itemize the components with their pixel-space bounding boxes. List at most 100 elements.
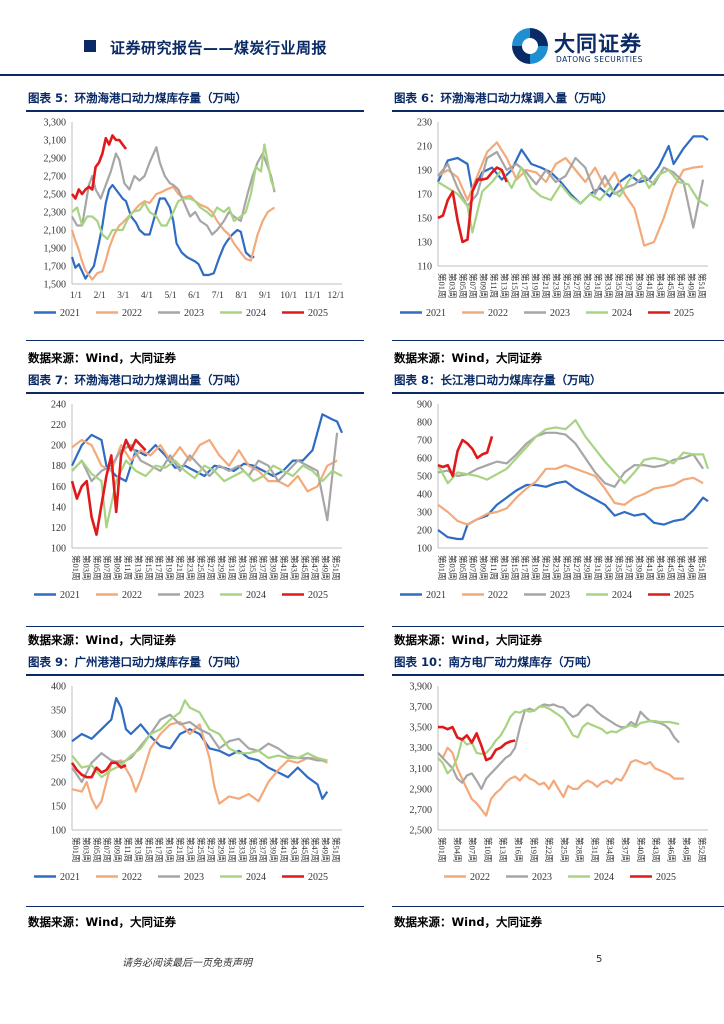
x-tick-label: 第41周 [279,555,289,581]
x-tick-label: 第29周 [583,273,593,299]
series-line-2025 [437,166,508,244]
x-tick-label: 9/1 [259,291,271,301]
series-line-2025 [438,725,516,762]
figure-9-source: 数据来源：Wind，大同证券 [28,915,177,929]
series-line-2024 [71,143,276,241]
figure-10-bottom-rule [392,906,724,907]
y-tick-label: 130 [417,238,432,249]
x-tick-label: 第37周 [624,555,634,581]
figure-5-source: 数据来源：Wind，大同证券 [28,351,177,365]
x-tick-label: 11/1 [304,291,321,301]
x-tick-label: 第37周 [258,837,268,863]
x-tick-label: 7/1 [212,291,224,301]
y-tick-label: 110 [417,262,432,273]
x-tick-label: 第13周 [133,837,143,863]
x-tick-label: 第31周 [593,555,603,581]
x-tick-label: 第33周 [237,837,247,863]
x-tick-label: 第17周 [154,555,164,581]
x-tick-label: 4/1 [141,291,153,301]
legend-label-2021: 2021 [60,872,80,883]
series-line-2022 [70,185,276,281]
x-tick-label: 第17周 [520,555,530,581]
figure-10-title: 图表 10：南方电厂动力煤库存（万吨） [394,655,599,669]
x-tick-label: 6/1 [188,291,200,301]
figure-9-title: 图表 9：广州港港口动力煤库存量（万吨） [28,655,248,669]
y-tick-label: 300 [51,730,66,741]
series-line-2024 [71,459,343,529]
y-tick-label: 2,500 [410,826,433,837]
y-tick-label: 200 [417,526,432,537]
figure-6-title: 图表 6：环渤海港口动力煤调入量（万吨） [394,91,614,105]
x-tick-label: 第49周 [321,837,331,863]
x-tick-label: 第43周 [655,555,665,581]
y-tick-label: 600 [417,454,432,465]
x-tick-label: 第39周 [635,273,645,299]
x-tick-label: 第35周 [614,555,624,581]
y-tick-label: 400 [417,490,432,501]
x-tick-label: 第04周 [452,837,462,863]
x-tick-label: 第03周 [81,837,91,863]
series-line-2021 [437,480,709,541]
x-tick-label: 第01周 [437,837,447,863]
series-line-2024 [437,166,709,234]
y-tick-label: 2,300 [44,208,67,219]
x-tick-label: 第43周 [651,837,661,863]
legend-label-2023: 2023 [184,590,204,601]
x-tick-label: 第27周 [206,837,216,863]
figure-6-bottom-rule [392,340,724,341]
figure-10-chart: 2,500 2,700 2,900 3,100 3,300 3,500 3,700 3,900… [410,682,708,883]
x-tick-label: 第45周 [300,555,310,581]
y-tick-label: 150 [417,214,432,225]
figure-6-source: 数据来源：Wind，大同证券 [394,351,543,365]
x-tick-label: 第23周 [551,555,561,581]
figure-7-title: 图表 7：环渤海港口动力煤调出量（万吨） [28,373,248,387]
y-tick-label: 1,500 [44,280,67,291]
x-tick-label: 第47周 [310,555,320,581]
figure-7-bottom-rule [26,626,364,627]
y-tick-label: 2,100 [44,226,67,237]
x-tick-label: 第43周 [289,837,299,863]
x-tick-label: 第41周 [645,273,655,299]
x-tick-label: 第15周 [510,273,520,299]
x-tick-label: 第43周 [289,555,299,581]
x-tick-label: 第07周 [468,555,478,581]
x-tick-label: 第51周 [697,273,707,299]
x-tick-label: 第49周 [321,555,331,581]
figure-10-title-rule [392,674,724,676]
series-line-2022 [71,720,328,810]
legend-label-2022: 2022 [470,872,490,883]
x-tick-label: 8/1 [235,291,247,301]
series-line-2025 [70,134,128,200]
y-tick-label: 300 [417,508,432,519]
x-tick-label: 第11周 [123,837,133,862]
legend-label-2022: 2022 [122,872,142,883]
legend-label-2025: 2025 [308,308,328,319]
x-tick-label: 第07周 [102,555,112,581]
x-tick-label: 第19周 [529,837,539,863]
x-tick-label: 第21周 [175,837,185,863]
legend-label-2023: 2023 [550,590,570,601]
x-tick-label: 第37周 [258,555,268,581]
y-tick-label: 3,100 [44,136,67,147]
x-tick-label: 第19周 [531,555,541,581]
figure-10-source: 数据来源：Wind，大同证券 [394,915,543,929]
figure-8-source: 数据来源：Wind，大同证券 [394,633,543,647]
y-tick-label: 250 [51,754,66,765]
y-tick-label: 2,900 [410,784,433,795]
legend-label-2023: 2023 [550,308,570,319]
legend-label-2022: 2022 [488,590,508,601]
legend-label-2023: 2023 [184,872,204,883]
x-tick-label: 第11周 [489,555,499,580]
x-tick-label: 第07周 [102,837,112,863]
x-tick-label: 第49周 [687,273,697,299]
figure-9-bottom-rule [26,906,364,907]
y-tick-label: 1,900 [44,244,67,255]
x-tick-label: 第31周 [227,837,237,863]
y-tick-label: 350 [51,706,66,717]
x-tick-label: 第03周 [81,555,91,581]
x-tick-label: 第27周 [572,273,582,299]
x-tick-label: 第15周 [510,555,520,581]
y-tick-label: 3,900 [410,682,433,693]
figure-5-bottom-rule [26,340,364,341]
x-tick-label: 第40周 [636,837,646,863]
